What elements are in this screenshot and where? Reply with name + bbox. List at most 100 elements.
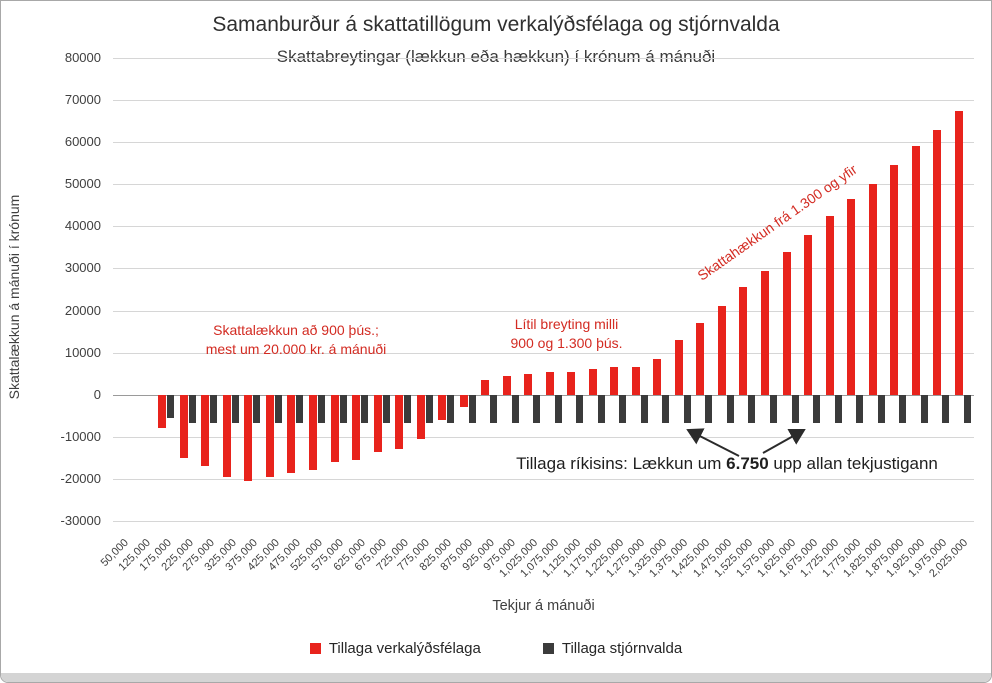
- legend-item-unions: Tillaga verkalýðsfélaga: [309, 640, 481, 657]
- bar-union-1,175,000: [588, 369, 597, 395]
- bar-union-1,575,000: [761, 270, 769, 395]
- bar-union-775,000: [416, 394, 425, 439]
- grid-line: [113, 100, 974, 102]
- legend-label-unions: Tillaga verkalýðsfélaga: [328, 640, 481, 657]
- bar-union-1,325,000: [653, 358, 662, 395]
- y-tick-label: 60000: [64, 134, 101, 150]
- bar-union-1,825,000: [868, 184, 877, 395]
- y-tick-label: 50000: [64, 176, 101, 192]
- y-tick-label: 80000: [64, 50, 101, 65]
- bar-union-1,775,000: [847, 199, 856, 395]
- chart-title: Samanburður á skattatillögum verkalýðsfé…: [212, 13, 780, 36]
- bar-union-625,000: [352, 394, 361, 460]
- bar-government-625,000: [361, 394, 369, 424]
- grid-line: [113, 142, 974, 144]
- bar-union-175,000: [158, 394, 167, 429]
- bar-union-1,875,000: [890, 165, 899, 395]
- y-tick-label: 70000: [64, 92, 101, 108]
- bar-union-825,000: [438, 394, 447, 420]
- bar-union-725,000: [395, 394, 404, 450]
- bar-union-1,475,000: [717, 306, 726, 395]
- annotation-rotated: Skattahækkun frá 1.300 og yfir: [694, 161, 860, 284]
- grid-line: [113, 58, 974, 59]
- bar-union-1,025,000: [524, 373, 533, 395]
- bar-government-2,025,000: [963, 394, 971, 424]
- grid-line: [113, 310, 974, 312]
- bar-government-475,000: [296, 394, 304, 424]
- grid-line: [113, 268, 974, 270]
- bar-government-1,175,000: [597, 394, 605, 424]
- bar-union-2,025,000: [954, 110, 963, 395]
- bar-government-1,675,000: [813, 394, 821, 424]
- bar-government-875,000: [468, 394, 476, 424]
- annotation-government-suffix: upp allan tekjustigann: [768, 454, 938, 473]
- y-tick-label: 40000: [64, 218, 101, 234]
- bar-government-1,575,000: [770, 394, 777, 424]
- bar-union-1,725,000: [825, 215, 834, 395]
- bar-government-1,025,000: [533, 394, 541, 424]
- legend-swatch-unions: [309, 643, 321, 654]
- legend: Tillaga verkalýðsfélaga Tillaga stjórnva…: [1, 640, 991, 657]
- bar-union-975,000: [502, 375, 511, 395]
- bar-government-1,225,000: [619, 394, 627, 424]
- arrow-left: [686, 428, 740, 457]
- annotation-government: Tillaga ríkisins: Lækkun um 6.750 upp al…: [461, 454, 991, 474]
- grid-line: [113, 226, 974, 228]
- y-axis-title: Skattalækkun á mánuði í krónum: [6, 194, 22, 400]
- bar-government-1,325,000: [662, 394, 670, 424]
- bar-government-1,875,000: [899, 394, 907, 424]
- bar-government-1,525,000: [748, 394, 756, 424]
- legend-label-government: Tillaga stjórnvalda: [561, 640, 683, 657]
- annotation-left-line2: mest um 20.000 kr. á mánuði: [205, 340, 387, 357]
- annotation-left: Skattalækkun að 900 þús.; mest um 20.000…: [151, 321, 441, 359]
- annotation-middle-line2: 900 og 1.300 þús.: [510, 334, 623, 351]
- y-tick-label: 0: [93, 386, 101, 402]
- bar-government-975,000: [511, 394, 519, 424]
- bar-union-1,525,000: [739, 287, 748, 395]
- bar-government-1,625,000: [791, 394, 799, 424]
- bar-government-725,000: [404, 394, 412, 424]
- bar-union-1,275,000: [631, 367, 640, 395]
- annotation-left-line1: Skattalækkun að 900 þús.;: [213, 322, 379, 338]
- bar-union-1,975,000: [933, 129, 942, 395]
- annotation-government-prefix: Tillaga ríkisins: Lækkun um: [516, 454, 727, 473]
- x-axis-title: Tekjur á mánuði: [492, 598, 595, 614]
- bar-government-375,000: [253, 394, 261, 424]
- bar-government-1,475,000: [726, 394, 734, 424]
- annotation-arrows: [686, 428, 806, 457]
- bar-government-1,975,000: [942, 394, 950, 424]
- bar-union-1,075,000: [545, 371, 554, 395]
- bar-government-925,000: [490, 394, 498, 424]
- y-tick-label: -10000: [60, 428, 101, 444]
- bar-union-325,000: [222, 394, 231, 477]
- y-tick-label: -30000: [60, 513, 101, 528]
- bar-government-425,000: [274, 394, 282, 424]
- bar-union-675,000: [373, 394, 382, 452]
- bar-government-175,000: [167, 394, 175, 418]
- grid-line: [113, 478, 974, 480]
- bar-union-375,000: [244, 394, 253, 481]
- bar-government-525,000: [317, 394, 325, 424]
- bar-government-275,000: [210, 394, 218, 424]
- bar-union-475,000: [287, 394, 296, 473]
- grid-line: [113, 521, 974, 522]
- bar-union-425,000: [265, 394, 274, 477]
- grid-line: [113, 184, 974, 186]
- bar-union-575,000: [330, 394, 339, 463]
- bar-union-1,375,000: [674, 340, 683, 395]
- annotation-middle-line1: Lítil breyting milli: [514, 316, 619, 332]
- bar-government-1,125,000: [576, 394, 584, 424]
- bar-government-1,775,000: [856, 394, 864, 424]
- y-tick-label: 30000: [64, 260, 101, 276]
- bar-union-875,000: [459, 394, 468, 408]
- bar-union-1,125,000: [567, 371, 576, 395]
- bar-union-525,000: [308, 394, 317, 471]
- chart-subtitle: Skattabreytingar (lækkun eða hækkun) í k…: [1, 47, 991, 67]
- bar-government-1,275,000: [640, 394, 648, 424]
- grid-line: [113, 436, 974, 438]
- zero-axis-line: [113, 394, 974, 396]
- annotation-government-value: 6.750: [726, 454, 769, 473]
- bar-government-325,000: [231, 394, 239, 424]
- bar-union-275,000: [201, 394, 210, 467]
